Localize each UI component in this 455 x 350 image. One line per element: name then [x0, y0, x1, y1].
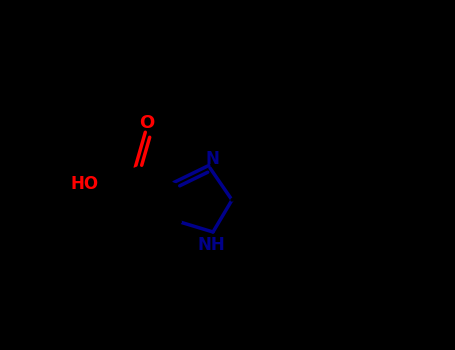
Text: N: N: [205, 150, 219, 168]
Text: HO: HO: [71, 175, 99, 193]
Text: NH: NH: [197, 236, 225, 254]
Text: O: O: [139, 114, 155, 132]
